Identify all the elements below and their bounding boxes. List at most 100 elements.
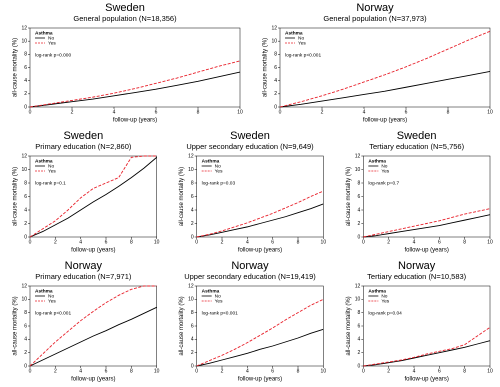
x-tick-label: 4: [246, 239, 249, 245]
y-tick-label: 8: [274, 52, 277, 58]
legend-label: No: [381, 293, 387, 299]
x-tick-label: 4: [113, 109, 116, 115]
x-tick-label: 8: [463, 368, 466, 374]
annotation: log-rank p<0.001: [35, 310, 71, 316]
y-tick-label: 6: [191, 194, 194, 200]
x-tick-label: 2: [221, 239, 224, 245]
y-axis-label: all-cause mortality (%): [263, 38, 269, 97]
x-tick-label: 6: [271, 239, 274, 245]
y-tick-label: 12: [21, 25, 27, 31]
y-tick-label: 8: [358, 180, 361, 186]
x-tick-label: 2: [54, 239, 57, 245]
y-tick-label: 4: [358, 207, 361, 213]
y-tick-label: 0: [191, 363, 194, 369]
y-tick-label: 0: [358, 363, 361, 369]
y-tick-label: 12: [21, 153, 27, 159]
y-tick-label: 4: [191, 337, 194, 343]
x-tick-label: 6: [155, 109, 158, 115]
y-tick-label: 4: [274, 78, 277, 84]
y-tick-label: 4: [24, 337, 27, 343]
y-tick-label: 2: [358, 350, 361, 356]
panel-title: Sweden: [397, 130, 437, 142]
y-tick-label: 12: [355, 283, 361, 289]
legend-title: Asthma: [202, 288, 220, 294]
panel-title: Norway: [65, 260, 103, 272]
y-tick-label: 2: [24, 350, 27, 356]
survival-curve: [29, 60, 241, 108]
legend-label: Yes: [381, 168, 389, 174]
panel-subtitle: General population (N=37,973): [323, 14, 427, 23]
y-tick-label: 4: [24, 78, 27, 84]
legend-title: Asthma: [368, 288, 386, 294]
survival-curve: [29, 71, 241, 108]
x-tick-label: 4: [79, 239, 82, 245]
legend-label: Yes: [48, 168, 56, 174]
x-tick-label: 10: [487, 109, 493, 115]
plot-frame: [279, 27, 491, 108]
plot-frame: [29, 27, 241, 108]
legend-label: No: [215, 293, 221, 299]
y-tick-label: 0: [24, 234, 27, 240]
y-axis-label: all-cause mortality (%): [346, 167, 352, 226]
y-tick-label: 6: [24, 194, 27, 200]
y-tick-label: 12: [271, 25, 277, 31]
legend-label: No: [48, 35, 54, 41]
panel-title: Sweden: [63, 130, 103, 142]
x-tick-label: 6: [271, 368, 274, 374]
y-tick-label: 10: [271, 38, 277, 44]
x-tick-label: 0: [195, 239, 198, 245]
y-tick-label: 6: [191, 323, 194, 329]
y-tick-label: 10: [21, 38, 27, 44]
x-tick-label: 8: [130, 368, 133, 374]
x-tick-label: 10: [487, 239, 493, 245]
x-tick-label: 10: [321, 239, 327, 245]
x-axis-label: follow-up (years): [363, 118, 407, 124]
y-tick-label: 4: [24, 207, 27, 213]
panel-title: Sweden: [230, 130, 270, 142]
x-tick-label: 4: [413, 368, 416, 374]
y-axis-label: all-cause mortality (%): [13, 167, 19, 226]
annotation: log-rank p=0.04: [368, 310, 402, 316]
x-tick-label: 0: [29, 239, 32, 245]
panel-subtitle: Upper secondary education (N=19,419): [184, 272, 316, 281]
y-tick-label: 10: [21, 297, 27, 303]
x-tick-label: 0: [29, 368, 32, 374]
panel-subtitle: Tertiary education (N=10,583): [367, 272, 467, 281]
y-tick-label: 0: [191, 234, 194, 240]
x-tick-label: 2: [387, 368, 390, 374]
y-tick-label: 2: [191, 350, 194, 356]
survival-curve: [363, 340, 491, 367]
y-tick-label: 2: [24, 91, 27, 97]
x-tick-label: 8: [447, 109, 450, 115]
panel-subtitle: Upper secondary education (N=9,649): [186, 142, 314, 151]
x-tick-label: 0: [195, 368, 198, 374]
y-tick-label: 10: [21, 167, 27, 173]
survival-curve: [363, 208, 491, 238]
y-tick-label: 4: [358, 337, 361, 343]
y-tick-label: 6: [358, 194, 361, 200]
y-tick-label: 8: [24, 52, 27, 58]
panel-subtitle: Primary education (N=2,860): [35, 142, 132, 151]
y-tick-label: 6: [24, 65, 27, 71]
legend-label: Yes: [48, 40, 56, 46]
x-tick-label: 4: [363, 109, 366, 115]
survival-curve: [29, 306, 157, 367]
legend-title: Asthma: [35, 288, 53, 294]
x-tick-label: 10: [321, 368, 327, 374]
y-axis-label: all-cause mortality (%): [346, 296, 352, 355]
survival-curve: [196, 190, 324, 238]
y-tick-label: 0: [358, 234, 361, 240]
survival-curve: [363, 326, 491, 367]
x-axis-label: follow-up (years): [113, 118, 157, 124]
survival-curve: [196, 203, 324, 238]
survival-curve: [279, 30, 491, 108]
y-axis-label: all-cause mortality (%): [13, 38, 19, 97]
x-tick-label: 4: [246, 368, 249, 374]
x-tick-label: 2: [321, 109, 324, 115]
annotation: log-rank p<0.001: [202, 310, 238, 316]
x-tick-label: 8: [297, 239, 300, 245]
y-axis-label: all-cause mortality (%): [179, 167, 185, 226]
x-tick-label: 6: [438, 368, 441, 374]
legend-label: Yes: [381, 298, 389, 304]
